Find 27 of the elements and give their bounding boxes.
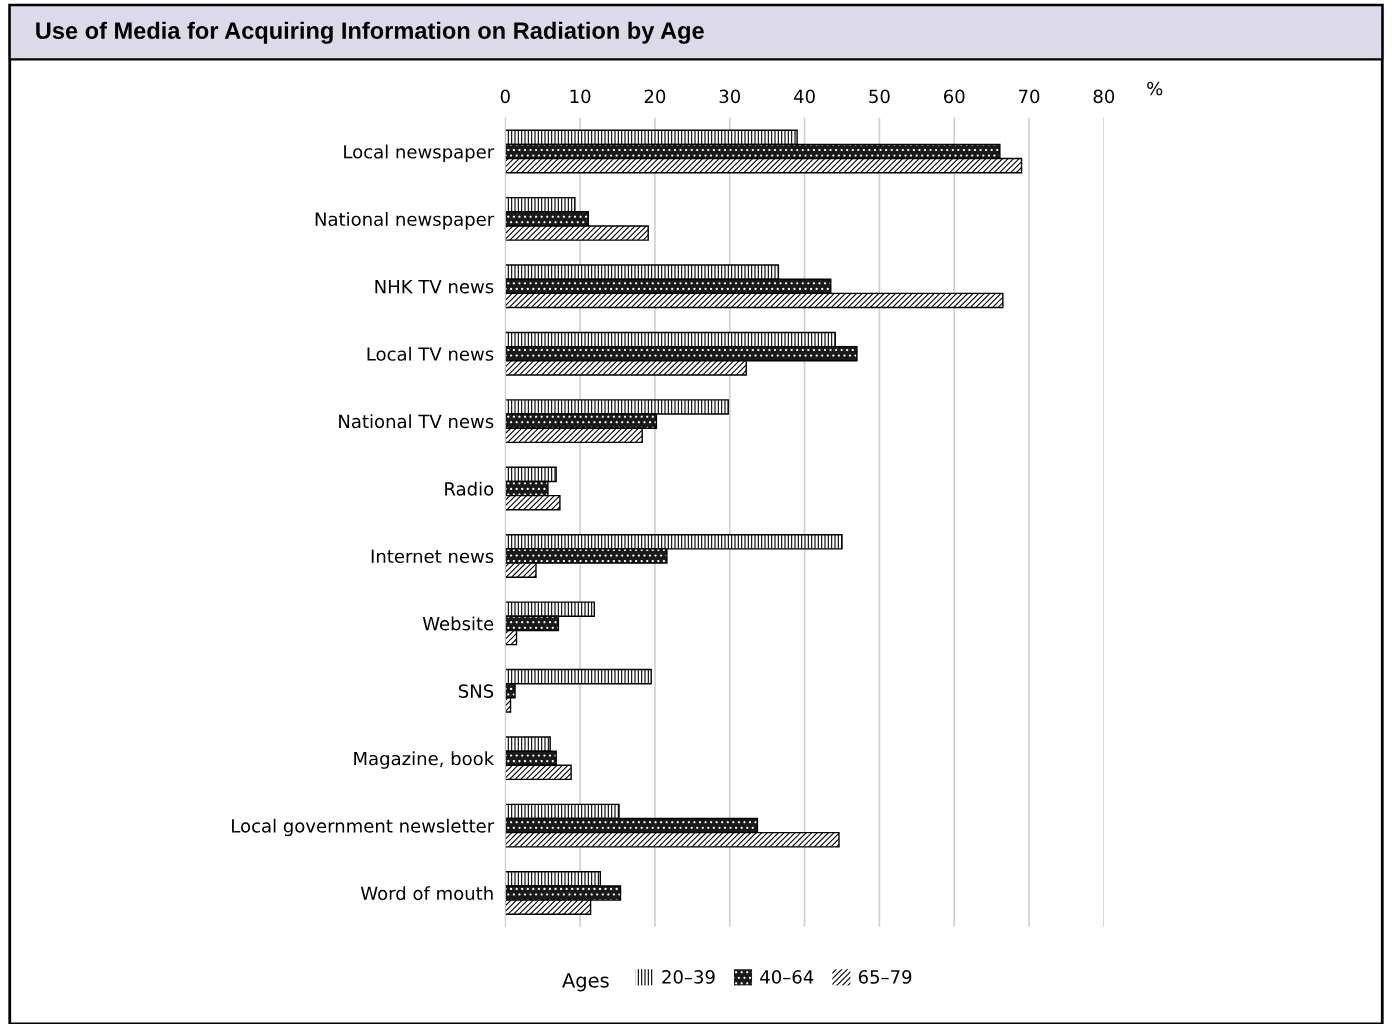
y-tick-label: Local government newsletter: [232, 818, 495, 837]
x-tick-label: 50: [869, 89, 890, 104]
legend-title: Ages: [562, 973, 609, 992]
x-tick-label: 10: [570, 89, 591, 104]
y-tick-label: National TV news: [339, 414, 494, 429]
y-tick-label: Local newspaper: [344, 144, 495, 163]
y-tick-label: National newspaper: [315, 212, 495, 230]
x-axis-title: %: [1147, 81, 1163, 96]
y-tick-label: Magazine, book: [354, 751, 495, 769]
y-tick-label: Word of mouth: [360, 886, 493, 901]
x-tick-label: 40: [793, 89, 815, 104]
y-tick-label: NHK TV news: [375, 279, 494, 294]
x-tick-label: 60: [943, 89, 965, 104]
x-tick-label: 0: [500, 89, 510, 104]
y-tick-label: Website: [422, 616, 494, 631]
x-tick-label: 20: [644, 89, 666, 104]
x-tick-label: 30: [719, 89, 741, 104]
chart-title: Use of Media for Acquiring Information on Radiation by Age: [36, 21, 704, 44]
legend-label: 20–39: [662, 970, 715, 984]
x-tick-label: 80: [1093, 89, 1115, 104]
y-tick-label: Internet news: [371, 549, 494, 564]
y-tick-label: Radio: [445, 481, 494, 496]
x-tick-label: 70: [1019, 89, 1040, 104]
legend-label: 65–79: [858, 970, 912, 984]
y-tick-label: SNS: [458, 684, 494, 698]
y-tick-label: Local TV news: [367, 346, 494, 361]
legend-label: 40–64: [760, 970, 814, 984]
